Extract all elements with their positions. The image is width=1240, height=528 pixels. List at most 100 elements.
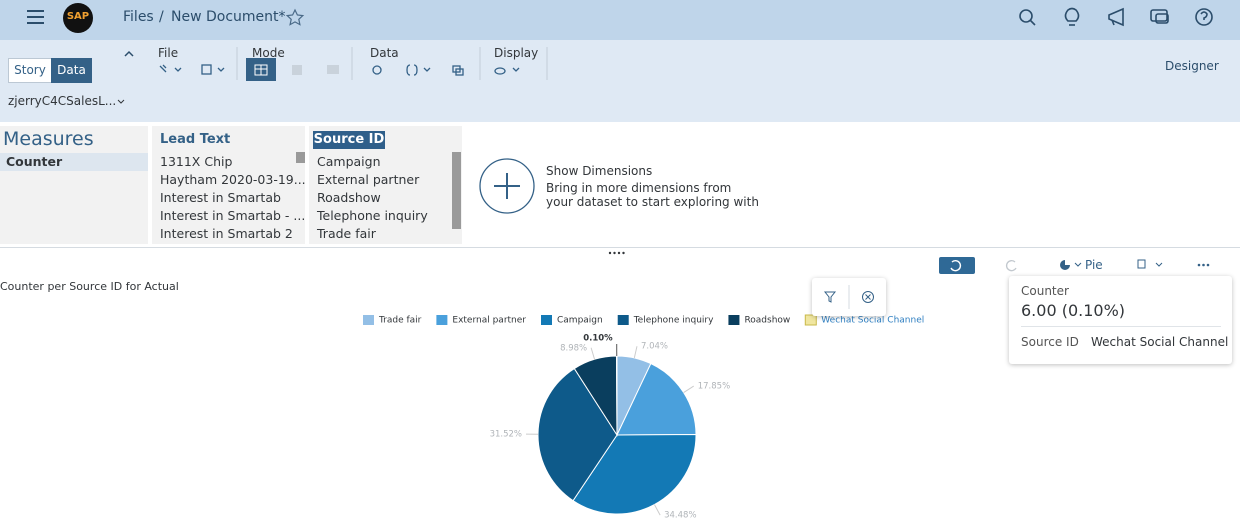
menu-button[interactable]: [27, 10, 44, 24]
legend-swatch: [436, 315, 448, 325]
announce-icon[interactable]: [1108, 7, 1124, 27]
logo-badge[interactable]: [63, 3, 93, 33]
show-dimensions-text: Bring in more dimensions from your datas…: [546, 181, 759, 209]
search-icon[interactable]: [1019, 9, 1036, 26]
member-item[interactable]: Roadshow: [317, 190, 381, 205]
popover-icons: [823, 285, 874, 309]
breadcrumb-root[interactable]: Files: [123, 9, 154, 25]
tooltip: [1009, 276, 1232, 364]
legend-swatch: [541, 315, 552, 325]
data-tab[interactable]: Data: [51, 58, 92, 83]
leader-line: [683, 385, 695, 393]
logo-text: SAP: [66, 11, 90, 22]
leader-line: [653, 504, 661, 516]
filter-popover: [812, 278, 886, 316]
data-label: 0.10%: [583, 334, 613, 344]
tooltip-measure: Counter: [1021, 284, 1069, 298]
lead-text-panel: [152, 126, 305, 244]
tools-icon[interactable]: [159, 64, 182, 73]
tooltip-value: 6.00 (0.10%): [1021, 301, 1126, 320]
chart-type-icon[interactable]: [1060, 260, 1070, 270]
undo-icon[interactable]: [1006, 260, 1017, 272]
leader-line: [633, 346, 638, 359]
group-label: Display: [494, 46, 539, 60]
member-item[interactable]: Interest in Smartab - ...: [160, 208, 306, 223]
group-label: Mode: [252, 46, 285, 60]
shell-icons: [27, 3, 1213, 33]
leader-line: [590, 347, 596, 360]
ideas-icon[interactable]: [1064, 7, 1080, 26]
pie-slice: [572, 433, 697, 515]
data-label: 8.98%: [560, 343, 587, 353]
pie-slice: [616, 362, 697, 436]
exclude-button[interactable]: [862, 291, 874, 303]
collapse-button[interactable]: [124, 50, 134, 57]
tooltip-dimension-value: Wechat Social Channel: [1091, 335, 1229, 349]
dataset-selector[interactable]: zjerryC4CSalesL...: [8, 94, 117, 108]
legend-swatch: [804, 314, 817, 326]
refresh-button[interactable]: [939, 257, 975, 274]
panel-title: Source ID: [313, 131, 385, 149]
data-view-icon[interactable]: [372, 65, 382, 75]
filter-button[interactable]: [823, 291, 837, 303]
measure-item[interactable]: Counter: [0, 153, 148, 171]
member-item[interactable]: Campaign: [317, 154, 381, 169]
dataset-chevron[interactable]: [117, 99, 125, 104]
scrollbar[interactable]: [452, 152, 461, 229]
measures-panel: [0, 126, 148, 244]
data-label: 31.52%: [490, 430, 522, 440]
member-list: Campaign External partner Roadshow Telephon…: [317, 153, 428, 243]
copy-icon[interactable]: [452, 65, 464, 76]
tooltip-divider: [1021, 326, 1221, 327]
member-item[interactable]: Interest in Smartab 2: [160, 226, 293, 241]
chart-title: Counter per Source ID for Actual: [0, 280, 179, 293]
divider: [0, 247, 1240, 248]
legend-swatch: [617, 315, 629, 325]
formula-icon[interactable]: [406, 64, 431, 76]
chart-toolbar: [939, 257, 1210, 274]
member-item[interactable]: Telephone inquiry: [317, 208, 428, 223]
copy-chart-icon[interactable]: [1137, 259, 1146, 269]
group-label: File: [158, 46, 179, 60]
resize-handle[interactable]: [608, 250, 626, 256]
tooltip-dimension-label: Source ID: [1021, 335, 1079, 349]
toolbar-icons: [117, 47, 548, 104]
legend-label: Campaign: [557, 316, 603, 326]
data-label: 34.48%: [664, 511, 696, 521]
member-item[interactable]: Trade fair: [317, 226, 376, 241]
add-dimension-button[interactable]: [478, 157, 538, 217]
toolbar: [0, 40, 1240, 122]
panel-title: Measures: [3, 128, 94, 150]
help-icon[interactable]: [1195, 8, 1213, 26]
legend-label: Trade fair: [378, 316, 422, 326]
data-label: 17.85%: [698, 382, 730, 392]
member-item[interactable]: External partner: [317, 172, 420, 187]
legend-label: External partner: [452, 316, 526, 326]
panel-title: Lead Text: [160, 132, 231, 147]
breadcrumb-separator: /: [159, 9, 164, 25]
scrollbar[interactable]: [296, 152, 305, 163]
disabled-icons: [292, 65, 339, 75]
legend-label: Wechat Social Channel: [821, 316, 924, 326]
view-icon[interactable]: [494, 67, 520, 75]
legend-label: Telephone inquiry: [633, 316, 714, 326]
favorite-star[interactable]: [285, 8, 305, 26]
legend-swatch: [728, 315, 740, 325]
show-dimensions-title: Show Dimensions: [546, 164, 653, 178]
more-button[interactable]: [1197, 263, 1210, 267]
chart-type-label[interactable]: Pie: [1085, 258, 1103, 272]
designer-button[interactable]: Designer: [1165, 59, 1219, 73]
chat-icon[interactable]: [1150, 9, 1169, 24]
member-item[interactable]: 1311X Chip: [160, 154, 233, 169]
member-list: 1311X Chip Haytham 2020-03-19... Interest …: [160, 153, 306, 243]
data-label: 7.04%: [641, 342, 668, 352]
save-icon[interactable]: [201, 64, 225, 75]
member-item[interactable]: Haytham 2020-03-19...: [160, 172, 306, 187]
legend-swatch: [363, 315, 374, 325]
legend-label: Roadshow: [744, 316, 790, 326]
group-label: Data: [370, 46, 399, 60]
member-item[interactable]: Interest in Smartab: [160, 190, 281, 205]
document-title: New Document*: [171, 9, 286, 25]
